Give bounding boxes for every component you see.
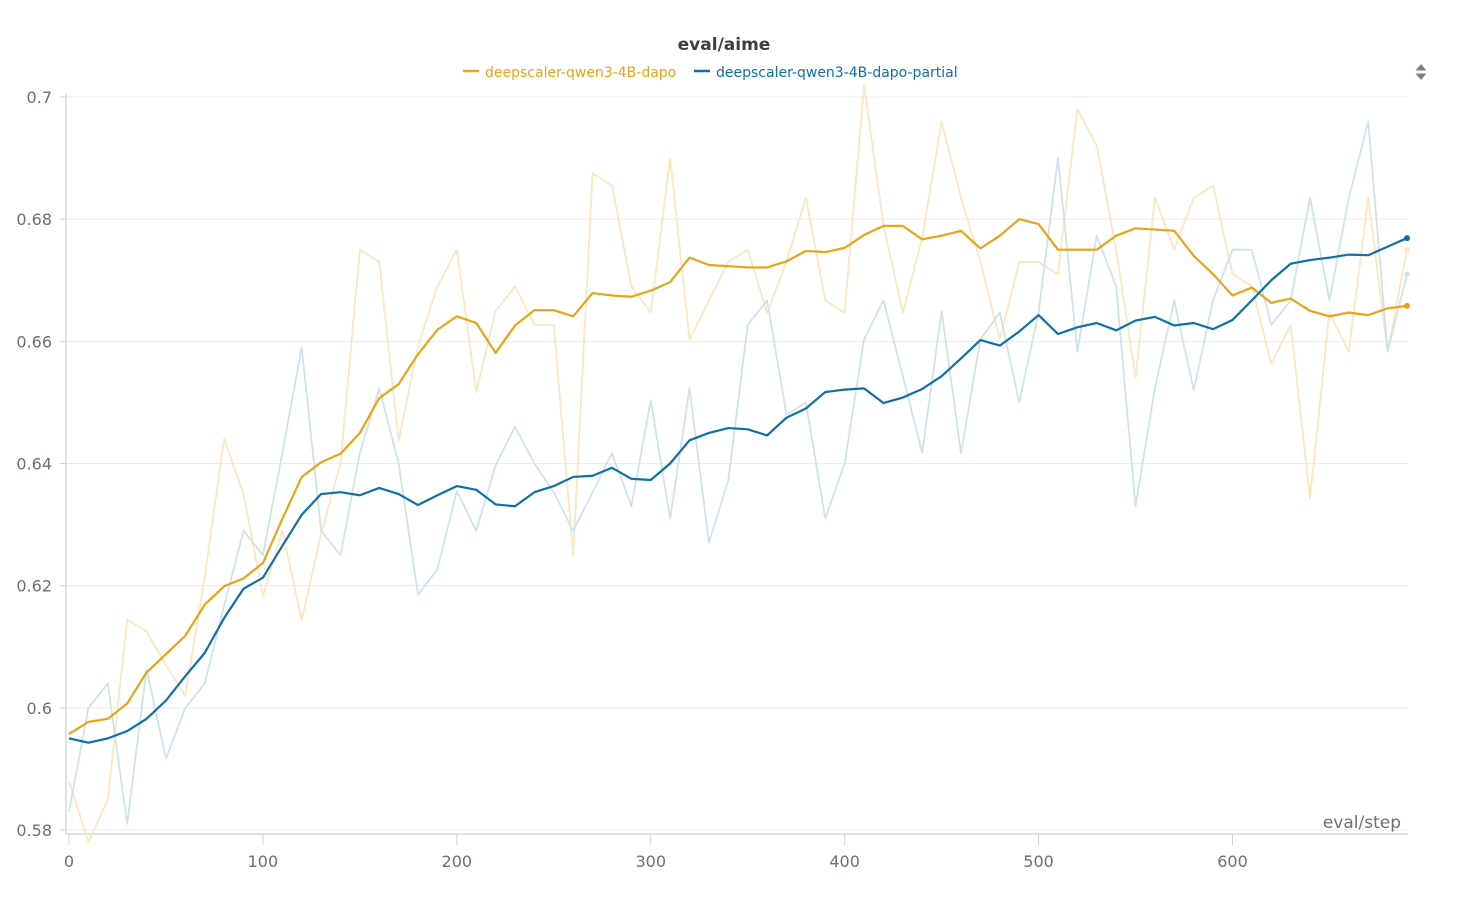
series-line-b[interactable]: [68, 237, 1408, 744]
series-end-point-b: [1404, 235, 1410, 242]
y-tick-label: 0.62: [16, 577, 52, 596]
legend-label-series-a: deepscaler-qwen3-4B-dapo: [485, 65, 676, 81]
x-tick-label: 400: [829, 852, 860, 871]
legend[interactable]: deepscaler-qwen3-4B-dapo deepscaler-qwen…: [463, 65, 958, 81]
y-tick-label: 0.7: [27, 88, 52, 107]
sort-updown-icon[interactable]: [1412, 62, 1430, 82]
x-tick-label: 0: [64, 852, 74, 871]
series-raw-end-point-b: [1404, 271, 1410, 277]
end-markers: [1404, 235, 1410, 309]
x-axis-title: eval/step: [1323, 813, 1401, 833]
series-raw-line-b: [68, 120, 1408, 825]
series-lines: [68, 83, 1408, 844]
x-tick-label: 600: [1217, 852, 1248, 871]
legend-label-series-b: deepscaler-qwen3-4B-dapo-partial: [716, 65, 958, 81]
series-line-a[interactable]: [68, 218, 1408, 736]
legend-item-series-b[interactable]: deepscaler-qwen3-4B-dapo-partial: [694, 65, 958, 81]
legend-item-series-a[interactable]: deepscaler-qwen3-4B-dapo: [463, 65, 676, 81]
series-raw-line-a: [68, 83, 1408, 844]
y-tick-label: 0.66: [16, 332, 52, 351]
chart-title: eval/aime: [678, 35, 771, 55]
y-axis-ticks: 0.58 0.6 0.62 0.64 0.66 0.68 0.7: [16, 88, 66, 840]
x-tick-label: 200: [442, 852, 473, 871]
x-tick-label: 300: [635, 852, 666, 871]
y-tick-label: 0.68: [16, 210, 52, 229]
x-tick-label: 500: [1023, 852, 1054, 871]
series-raw-end-point-a: [1404, 247, 1410, 253]
series-end-point-a: [1404, 302, 1410, 309]
y-tick-label: 0.6: [27, 699, 52, 718]
x-tick-label: 100: [248, 852, 279, 871]
y-tick-label: 0.64: [16, 455, 52, 474]
gridlines: [66, 96, 1408, 831]
x-axis-ticks: 0 100 200 300 400 500 600: [64, 834, 1248, 871]
y-tick-label: 0.58: [16, 821, 52, 840]
